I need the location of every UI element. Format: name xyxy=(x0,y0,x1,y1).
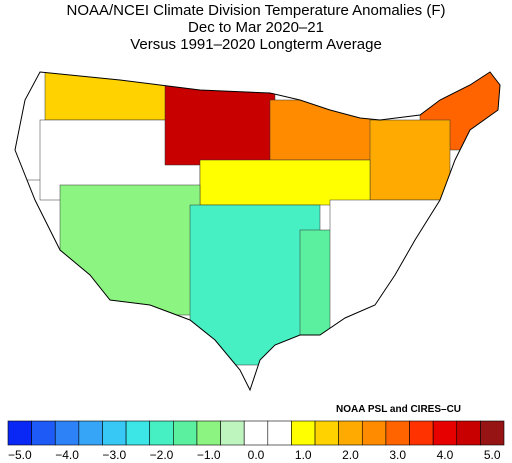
legend-swatch xyxy=(314,420,339,446)
legend-swatch xyxy=(196,420,221,446)
region-upper-midwest xyxy=(164,84,276,166)
legend-tick-label: 5.0 xyxy=(483,448,501,462)
legend-tick-label: −2.0 xyxy=(149,448,174,462)
legend-swatch xyxy=(385,420,410,446)
map-title: NOAA/NCEI Climate Division Temperature A… xyxy=(0,2,512,53)
legend-swatch xyxy=(125,420,151,446)
legend-tick-label: −3.0 xyxy=(102,448,127,462)
region-central-plains xyxy=(199,159,371,206)
legend-swatch xyxy=(31,420,56,446)
legend-tick-label: 1.0 xyxy=(294,448,312,462)
legend-tick-label: −4.0 xyxy=(55,448,79,462)
region-mid-atlantic xyxy=(369,119,451,201)
legend-swatch xyxy=(361,420,387,446)
title-line-2: Dec to Mar 2020–21 xyxy=(188,19,324,36)
legend-tick-label: 4.0 xyxy=(436,448,454,462)
legend-swatch xyxy=(7,420,32,446)
legend-swatch xyxy=(267,420,292,446)
legend-swatch xyxy=(338,420,363,446)
legend-tick-label: 3.0 xyxy=(389,448,407,462)
legend-tick-label: 2.0 xyxy=(342,448,359,462)
legend-swatch xyxy=(102,420,127,446)
legend-swatch xyxy=(78,420,103,446)
legend-swatch xyxy=(456,420,481,446)
legend-swatch xyxy=(243,420,269,446)
legend-swatch xyxy=(173,420,198,446)
us-outline xyxy=(14,71,501,392)
legend-swatch xyxy=(149,420,174,446)
title-line-1: NOAA/NCEI Climate Division Temperature A… xyxy=(66,2,446,19)
legend-swatch xyxy=(409,420,434,446)
legend-swatch xyxy=(432,420,458,446)
legend-swatch xyxy=(291,420,316,446)
legend-tick-label: 0.0 xyxy=(247,448,265,462)
legend-swatch xyxy=(480,420,505,446)
title-line-3: Versus 1991–2020 Longterm Average xyxy=(130,36,382,53)
credit-label: NOAA PSL and CIRES–CU xyxy=(336,404,462,415)
legend-swatch xyxy=(54,420,80,446)
legend-tick-label: −1.0 xyxy=(196,448,221,462)
legend-swatch xyxy=(220,420,245,446)
legend-tick-label: −5.0 xyxy=(7,448,32,462)
